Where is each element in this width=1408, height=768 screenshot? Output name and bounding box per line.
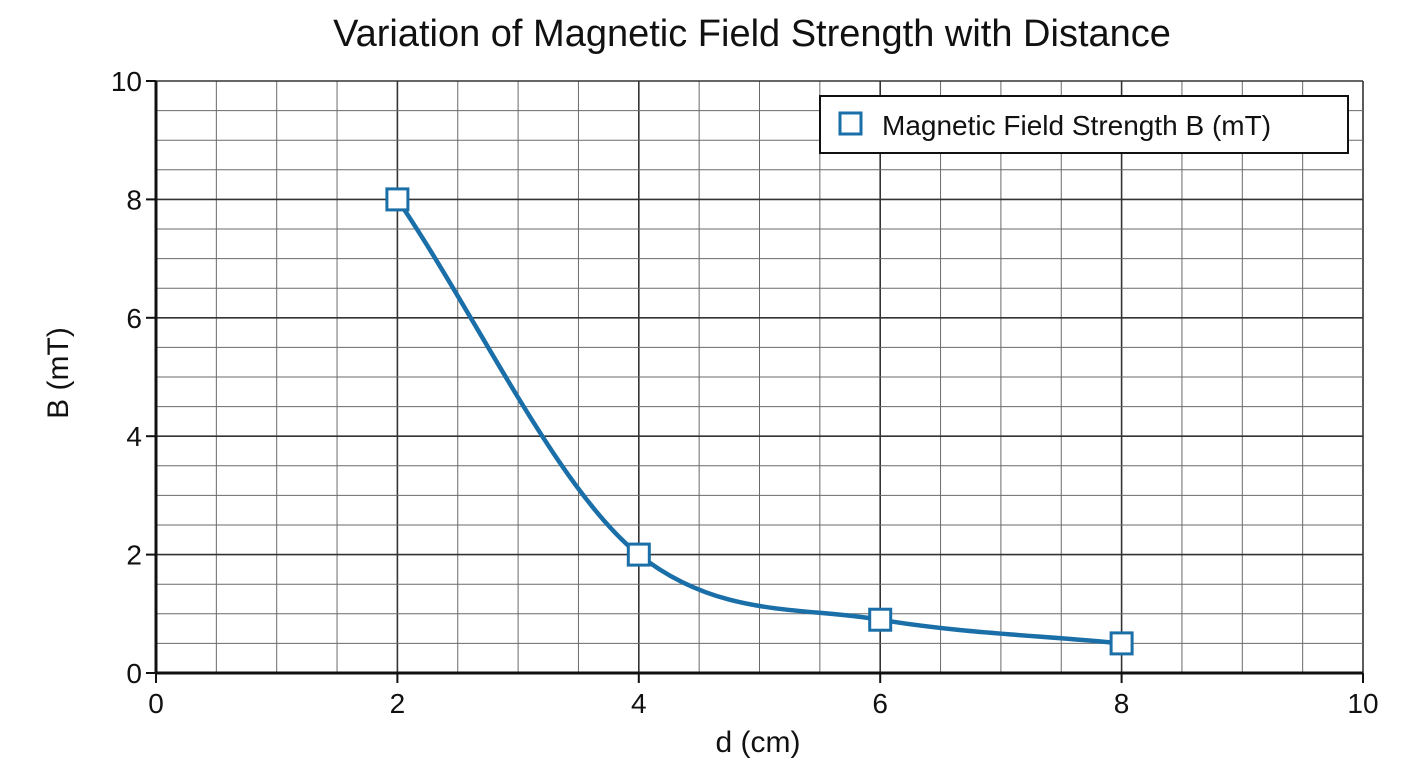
y-tick-label: 2 (126, 540, 142, 571)
x-axis-label: d (cm) (716, 726, 801, 759)
legend-box (819, 95, 1349, 154)
y-tick-label: 0 (126, 658, 142, 689)
series-layer (385, 187, 1134, 656)
x-tick-label: 8 (1114, 688, 1130, 719)
y-tick-label: 10 (111, 66, 142, 97)
y-tick-label: 8 (126, 184, 142, 215)
y-tick-label: 4 (126, 421, 142, 452)
y-tick-label: 6 (126, 303, 142, 334)
x-tick-label: 6 (872, 688, 888, 719)
x-tick-label: 0 (148, 688, 164, 719)
y-ticks: 0 2 4 6 8 10 (111, 66, 156, 689)
data-point-marker (1109, 631, 1134, 656)
series-line (395, 197, 1124, 646)
x-tick-label: 2 (390, 688, 406, 719)
axes (154, 81, 1363, 675)
data-point-marker (868, 607, 893, 632)
x-ticks: 0 2 4 6 8 10 (148, 673, 1379, 719)
y-axis-label: B (mT) (42, 327, 75, 419)
x-tick-label: 10 (1347, 688, 1378, 719)
grid (155, 80, 1364, 674)
x-tick-label: 4 (631, 688, 647, 719)
legend-label: Magnetic Field Strength B (mT) (882, 110, 1271, 141)
chart-title: Variation of Magnetic Field Strength wit… (333, 13, 1171, 55)
data-point-marker (626, 542, 651, 567)
data-point-marker (385, 187, 410, 212)
legend: Magnetic Field Strength B (mT) (819, 95, 1349, 154)
legend-marker (838, 111, 863, 136)
